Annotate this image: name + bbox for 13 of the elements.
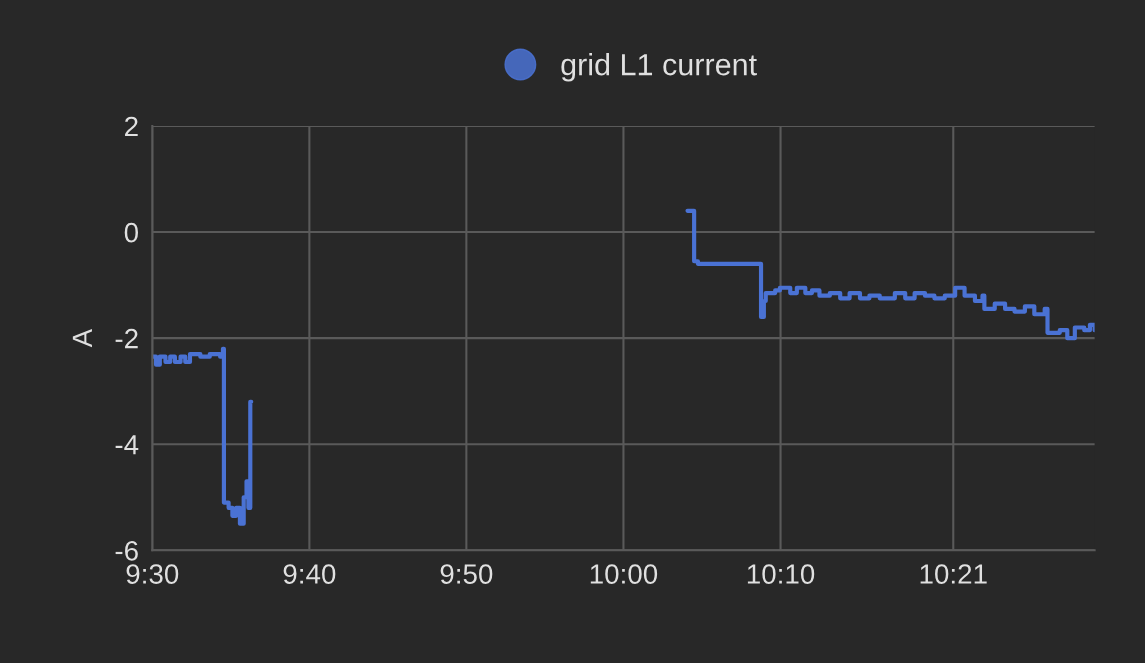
y-tick-label: 0 [124,222,139,243]
y-tick-label: -4 [115,435,139,455]
x-tick-label: 10:00 [590,564,658,584]
x-tick-label: 9:40 [283,564,336,584]
y-axis-title: A [72,328,92,348]
x-tick-label: 10:21 [920,564,987,584]
legend-label: grid L1 current [561,53,757,82]
y-tick-label: -2 [115,328,138,349]
x-tick-label: 10:10 [747,564,815,584]
y-tick-label: 2 [125,116,138,137]
x-tick-label: 9:30 [126,564,179,584]
x-tick-label: 9:50 [440,564,493,584]
y-tick-label: -6 [115,540,138,561]
